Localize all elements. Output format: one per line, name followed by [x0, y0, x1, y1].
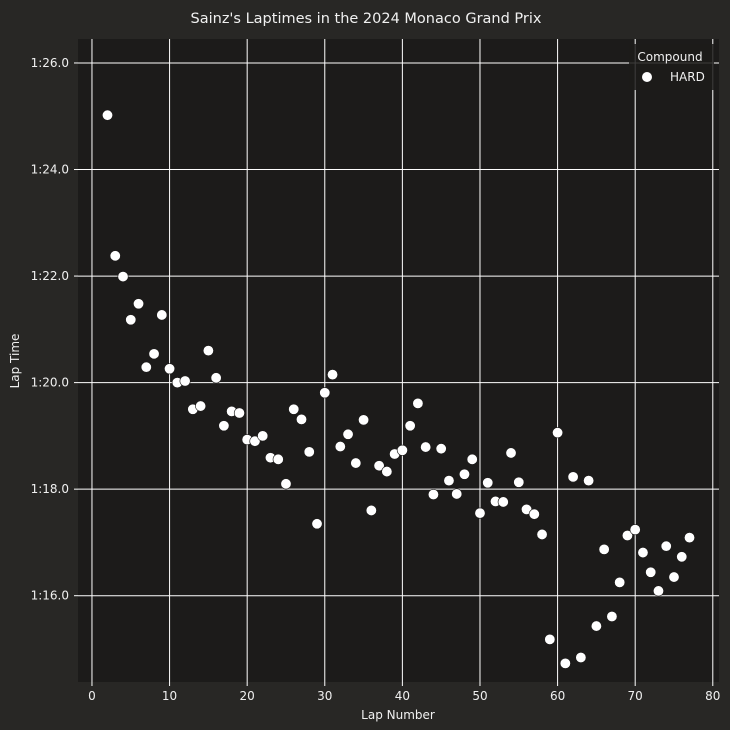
- data-point: [164, 363, 176, 375]
- x-tick-label: 40: [395, 689, 410, 703]
- data-point: [195, 400, 207, 412]
- data-point: [652, 585, 664, 597]
- data-point: [544, 633, 556, 645]
- data-point: [148, 348, 160, 360]
- y-tick-label: 1:16.0: [31, 589, 69, 603]
- data-point: [559, 657, 571, 669]
- y-tick-label: 1:20.0: [31, 376, 69, 390]
- x-axis-label: Lap Number: [361, 708, 435, 722]
- data-point: [536, 528, 548, 540]
- data-point: [660, 540, 672, 552]
- data-point: [552, 427, 564, 439]
- plot-area: [78, 39, 719, 682]
- x-tick-label: 30: [317, 689, 332, 703]
- x-tick-label: 10: [162, 689, 177, 703]
- x-tick-label: 50: [472, 689, 487, 703]
- y-tick-label: 1:18.0: [31, 482, 69, 496]
- data-point: [404, 420, 416, 432]
- data-point: [466, 453, 478, 465]
- x-tick-label: 70: [628, 689, 643, 703]
- data-point: [233, 407, 245, 419]
- data-points: [101, 109, 696, 669]
- data-point: [179, 375, 191, 387]
- data-point: [280, 478, 292, 490]
- data-point: [257, 430, 269, 442]
- data-point: [311, 518, 323, 530]
- data-point: [218, 420, 230, 432]
- data-point: [614, 576, 626, 588]
- legend-title: Compound: [637, 50, 702, 64]
- data-point: [342, 428, 354, 440]
- data-point: [637, 547, 649, 559]
- data-point: [303, 446, 315, 458]
- data-point: [210, 372, 222, 384]
- data-point: [319, 387, 331, 399]
- x-tick-label: 20: [240, 689, 255, 703]
- data-point: [295, 413, 307, 425]
- data-point: [645, 566, 657, 578]
- data-point: [396, 444, 408, 456]
- legend: Compound HARD: [629, 44, 714, 90]
- data-point: [109, 250, 121, 262]
- axis-ticks: 0 10 20 30 40 50 60 70 80 1:16.0 1:18.0 1:20.0 1:22.…: [31, 56, 721, 703]
- y-tick-label: 1:22.0: [31, 269, 69, 283]
- data-point: [334, 441, 346, 453]
- data-point: [629, 524, 641, 536]
- data-point: [583, 475, 595, 487]
- data-point: [156, 309, 168, 321]
- data-point: [288, 403, 300, 415]
- data-point: [668, 571, 680, 583]
- data-point: [606, 610, 618, 622]
- data-point: [117, 271, 129, 283]
- data-point: [202, 345, 214, 357]
- data-point: [528, 508, 540, 520]
- data-point: [482, 477, 494, 489]
- data-point: [567, 471, 579, 483]
- data-point: [101, 109, 113, 121]
- grid-lines: [78, 39, 719, 682]
- data-point: [412, 397, 424, 409]
- data-point: [435, 443, 447, 455]
- data-point: [358, 414, 370, 426]
- y-tick-label: 1:26.0: [31, 56, 69, 70]
- data-point: [497, 496, 509, 508]
- data-point: [327, 369, 339, 381]
- chart-title: Sainz's Laptimes in the 2024 Monaco Gran…: [191, 11, 542, 27]
- y-tick-label: 1:24.0: [31, 163, 69, 177]
- data-point: [420, 441, 432, 453]
- data-point: [451, 488, 463, 500]
- data-point: [505, 447, 517, 459]
- data-point: [133, 298, 145, 310]
- data-point: [350, 457, 362, 469]
- data-point: [125, 314, 137, 326]
- data-point: [684, 532, 696, 544]
- data-point: [373, 460, 385, 472]
- x-tick-label: 80: [705, 689, 720, 703]
- data-point: [621, 530, 633, 542]
- data-point: [443, 475, 455, 487]
- data-point: [575, 651, 587, 663]
- legend-box: [629, 44, 714, 90]
- data-point: [598, 543, 610, 555]
- x-tick-label: 0: [88, 689, 96, 703]
- data-point: [140, 361, 152, 373]
- y-axis-label: Lap Time: [8, 334, 22, 389]
- legend-label-hard: HARD: [670, 70, 705, 84]
- data-point: [513, 476, 525, 488]
- data-point: [676, 551, 688, 563]
- data-point: [365, 504, 377, 516]
- data-point: [474, 507, 486, 519]
- data-point: [590, 620, 602, 632]
- data-point: [249, 435, 261, 447]
- x-tick-label: 60: [550, 689, 565, 703]
- data-point: [458, 468, 470, 480]
- legend-marker-hard: [642, 72, 652, 82]
- data-point: [381, 466, 393, 478]
- data-point: [272, 453, 284, 465]
- data-point: [427, 488, 439, 500]
